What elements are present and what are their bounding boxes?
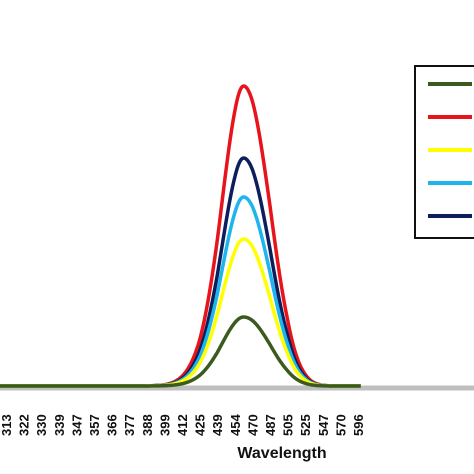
x-tick-label: 439 <box>210 414 225 436</box>
series-line <box>0 84 362 388</box>
x-tick-label: 330 <box>34 414 49 436</box>
series-line <box>0 156 362 388</box>
x-tick-label: 570 <box>333 414 348 436</box>
x-tick-label: 596 <box>351 414 366 436</box>
x-tick-label: 412 <box>175 414 190 436</box>
x-tick-labels: 313 322 330 339 347 357 366 377 388 399 412 425 439 4… <box>0 414 366 436</box>
x-tick-label: 388 <box>140 414 155 436</box>
legend <box>414 65 474 239</box>
x-tick-label: 377 <box>122 414 137 436</box>
x-tick-label: 487 <box>263 414 278 436</box>
x-tick-label: 425 <box>193 414 208 436</box>
x-tick-label: 357 <box>87 414 102 436</box>
x-tick-label: 366 <box>105 414 120 436</box>
x-tick-label: 470 <box>245 414 260 436</box>
series-line <box>0 195 362 388</box>
x-tick-label: 347 <box>69 414 84 436</box>
x-tick-label: 525 <box>298 414 313 436</box>
series-line <box>0 237 362 388</box>
series-layer <box>0 84 362 388</box>
x-tick-label: 339 <box>52 414 67 436</box>
x-tick-label: 313 <box>0 414 14 436</box>
x-axis-title: Wavelength <box>237 445 326 462</box>
series-line <box>0 315 362 388</box>
x-tick-label: 454 <box>228 414 243 436</box>
x-tick-label: 547 <box>316 414 331 436</box>
x-tick-label: 505 <box>281 414 296 436</box>
x-tick-label: 322 <box>17 414 32 436</box>
x-tick-label: 399 <box>157 414 172 436</box>
